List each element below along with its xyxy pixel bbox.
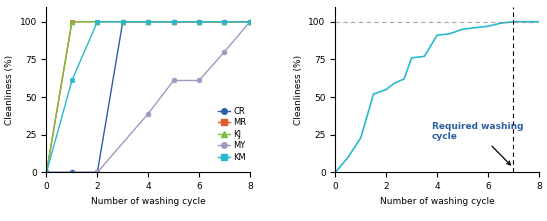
Text: Required washing
cycle: Required washing cycle [432,122,523,165]
Y-axis label: Cleanliness (%): Cleanliness (%) [294,54,303,125]
Y-axis label: Cleanliness (%): Cleanliness (%) [5,54,14,125]
X-axis label: Number of washing cycle: Number of washing cycle [380,197,494,206]
X-axis label: Number of washing cycle: Number of washing cycle [91,197,206,206]
Legend: CR, MR, KJ, MY, KM: CR, MR, KJ, MY, KM [214,103,250,165]
